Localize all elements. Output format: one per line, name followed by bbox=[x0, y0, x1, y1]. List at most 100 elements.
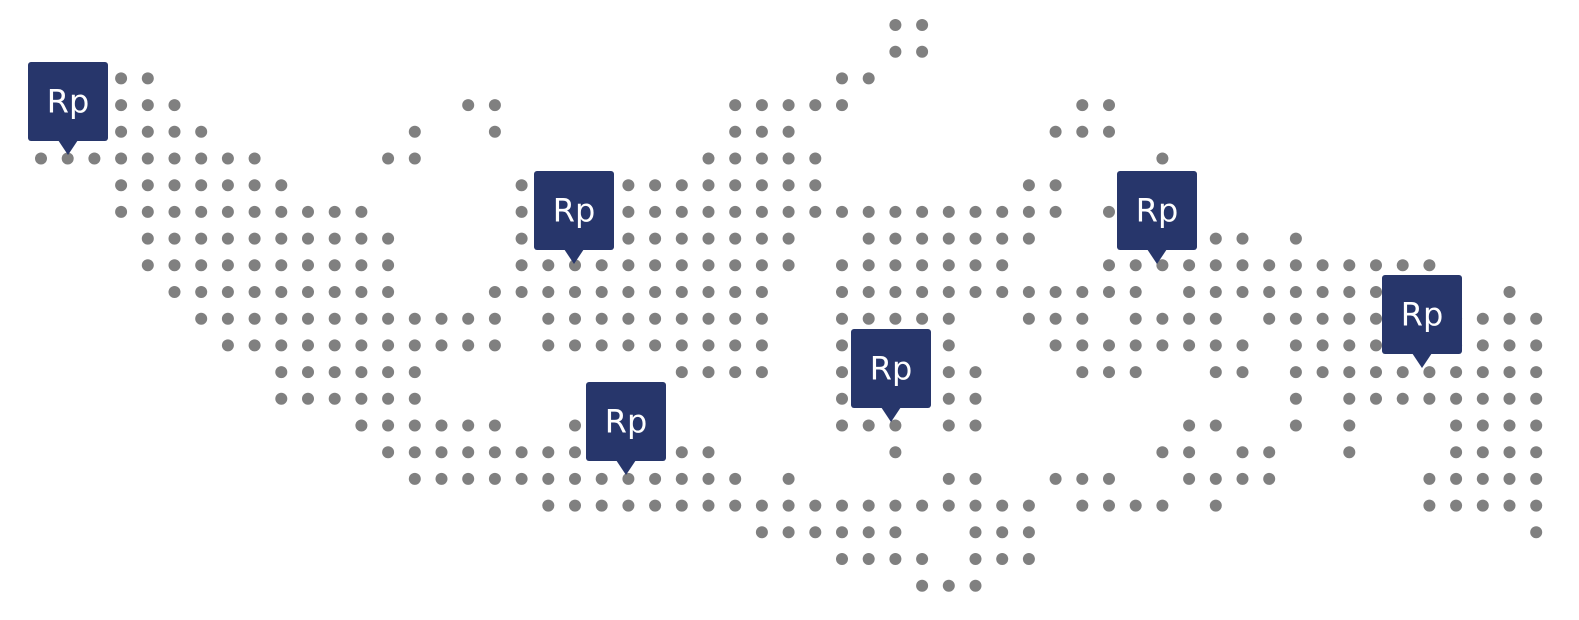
map-dot bbox=[755, 232, 768, 245]
map-dot bbox=[1530, 392, 1543, 405]
map-dot bbox=[1049, 125, 1062, 138]
map-dot bbox=[942, 472, 955, 485]
map-dot bbox=[1103, 499, 1115, 512]
map-dot bbox=[275, 339, 288, 352]
map-dot bbox=[942, 419, 955, 432]
map-dot bbox=[755, 366, 768, 379]
map-dot bbox=[1183, 472, 1196, 485]
map-dot bbox=[221, 312, 234, 325]
map-dot bbox=[1183, 419, 1196, 432]
map-dot bbox=[595, 339, 608, 352]
map-dot bbox=[916, 312, 929, 325]
rupiah-price-marker[interactable]: Rp bbox=[586, 382, 666, 475]
map-dot bbox=[755, 205, 768, 218]
map-dot bbox=[1530, 312, 1543, 325]
map-dot bbox=[889, 312, 902, 325]
map-dot bbox=[1156, 339, 1169, 352]
map-dot bbox=[836, 99, 848, 112]
map-dot bbox=[302, 366, 314, 379]
map-dot bbox=[1022, 499, 1035, 512]
map-dot bbox=[168, 232, 181, 245]
map-dot bbox=[969, 259, 982, 272]
map-dot bbox=[1503, 366, 1516, 379]
map-dot bbox=[862, 286, 875, 298]
map-dot bbox=[702, 259, 715, 272]
map-dot bbox=[569, 286, 581, 298]
map-dot bbox=[1503, 499, 1516, 512]
map-dot bbox=[969, 205, 982, 218]
map-dot bbox=[649, 205, 662, 218]
map-dot bbox=[488, 446, 501, 459]
map-dot bbox=[355, 232, 368, 245]
map-dot bbox=[889, 232, 902, 245]
map-dot bbox=[195, 152, 208, 165]
map-dot bbox=[462, 446, 475, 459]
map-dot bbox=[1530, 499, 1543, 512]
map-dot bbox=[168, 99, 181, 112]
map-dot bbox=[1236, 286, 1249, 298]
map-dot bbox=[1263, 446, 1276, 459]
map-dot bbox=[889, 526, 902, 539]
map-dot bbox=[382, 152, 395, 165]
map-dot bbox=[622, 232, 635, 245]
map-dot bbox=[569, 472, 581, 485]
rupiah-price-marker[interactable]: Rp bbox=[1382, 275, 1462, 368]
map-dot bbox=[1076, 286, 1089, 298]
map-dot bbox=[355, 366, 368, 379]
map-dot bbox=[1423, 259, 1436, 272]
map-dot bbox=[141, 259, 154, 272]
map-dot bbox=[1503, 339, 1516, 352]
marker-pointer bbox=[616, 460, 636, 475]
map-dot bbox=[488, 339, 501, 352]
map-dot bbox=[1396, 392, 1409, 405]
map-dot bbox=[916, 499, 929, 512]
map-dot bbox=[622, 472, 635, 485]
map-dot bbox=[35, 152, 47, 165]
map-dot bbox=[1450, 419, 1463, 432]
map-dot bbox=[328, 392, 341, 405]
map-dot bbox=[836, 286, 848, 298]
map-dot bbox=[1289, 392, 1302, 405]
map-dot bbox=[488, 312, 501, 325]
rupiah-price-marker[interactable]: Rp bbox=[28, 62, 108, 155]
map-dot bbox=[836, 205, 848, 218]
map-dot bbox=[1343, 312, 1356, 325]
map-dot bbox=[889, 259, 902, 272]
rupiah-price-marker[interactable]: Rp bbox=[534, 171, 614, 264]
map-dot bbox=[382, 232, 395, 245]
map-dot bbox=[595, 472, 608, 485]
map-dot bbox=[1022, 526, 1035, 539]
map-dot bbox=[729, 286, 742, 298]
map-dot bbox=[141, 205, 154, 218]
map-dot bbox=[408, 392, 421, 405]
rupiah-label: Rp bbox=[870, 350, 913, 388]
map-dot bbox=[355, 312, 368, 325]
map-dot bbox=[408, 312, 421, 325]
map-dot bbox=[782, 526, 795, 539]
map-dot bbox=[569, 446, 581, 459]
map-dot bbox=[1076, 125, 1089, 138]
map-dot bbox=[969, 579, 982, 592]
map-dot bbox=[435, 312, 448, 325]
map-dot bbox=[168, 205, 181, 218]
map-dot bbox=[195, 259, 208, 272]
map-dot bbox=[1316, 259, 1329, 272]
map-dot bbox=[836, 72, 848, 85]
map-dot bbox=[889, 446, 902, 459]
map-dot bbox=[515, 179, 528, 192]
map-dot bbox=[675, 499, 688, 512]
rupiah-price-marker[interactable]: Rp bbox=[851, 329, 931, 422]
map-dot bbox=[328, 286, 341, 298]
map-dot bbox=[1183, 339, 1196, 352]
map-dot bbox=[969, 472, 982, 485]
map-dot bbox=[782, 179, 795, 192]
rupiah-price-marker[interactable]: Rp bbox=[1117, 171, 1197, 264]
map-dot bbox=[221, 152, 234, 165]
map-dot bbox=[996, 499, 1009, 512]
map-dot bbox=[355, 392, 368, 405]
map-dot bbox=[462, 99, 475, 112]
map-dot bbox=[1129, 339, 1142, 352]
map-dot bbox=[755, 152, 768, 165]
map-dot bbox=[755, 499, 768, 512]
map-dot bbox=[1103, 339, 1115, 352]
